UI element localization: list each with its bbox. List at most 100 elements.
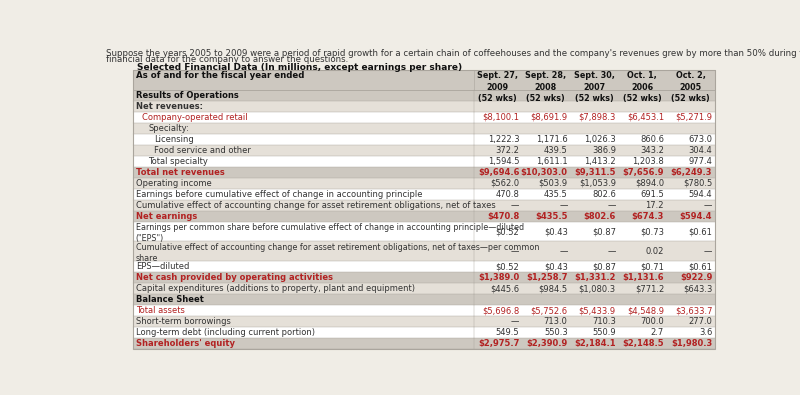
Text: Oct. 2,
2005
(52 wks): Oct. 2, 2005 (52 wks) — [671, 71, 710, 103]
Bar — [133, 189, 714, 200]
Bar — [133, 305, 714, 316]
Text: Balance Sheet: Balance Sheet — [136, 295, 203, 304]
Text: $6,453.1: $6,453.1 — [627, 113, 664, 122]
Text: $2,390.9: $2,390.9 — [526, 339, 568, 348]
Text: $1,258.7: $1,258.7 — [526, 273, 568, 282]
Text: 802.6: 802.6 — [592, 190, 616, 199]
Text: $2,184.1: $2,184.1 — [574, 339, 616, 348]
Bar — [133, 272, 714, 283]
Text: $0.87: $0.87 — [592, 262, 616, 271]
Text: $4,548.9: $4,548.9 — [627, 306, 664, 315]
Text: $435.5: $435.5 — [535, 212, 568, 221]
Text: 1,026.3: 1,026.3 — [584, 135, 616, 144]
Text: Licensing: Licensing — [154, 135, 194, 144]
Text: Cumulative effect of accounting change for asset retirement obligations, net of : Cumulative effect of accounting change f… — [136, 243, 539, 263]
Text: 386.9: 386.9 — [592, 146, 616, 155]
Bar — [133, 156, 714, 167]
Text: $10,303.0: $10,303.0 — [521, 168, 568, 177]
Text: 1,222.3: 1,222.3 — [488, 135, 519, 144]
Text: Food service and other: Food service and other — [154, 146, 251, 155]
Bar — [133, 178, 714, 189]
Text: Earnings per common share before cumulative effect of change in accounting princ: Earnings per common share before cumulat… — [136, 223, 524, 243]
Text: —: — — [559, 247, 568, 256]
Text: Selected Financial Data (In millions, except earnings per share): Selected Financial Data (In millions, ex… — [138, 63, 462, 72]
Text: Sept. 30,
2007
(52 wks): Sept. 30, 2007 (52 wks) — [574, 71, 614, 103]
Text: $5,752.6: $5,752.6 — [530, 306, 568, 315]
Bar — [133, 167, 714, 178]
Text: $0.52: $0.52 — [496, 227, 519, 236]
Text: Cumulative effect of accounting change for asset retirement obligations, net of : Cumulative effect of accounting change f… — [136, 201, 495, 210]
Text: 435.5: 435.5 — [544, 190, 568, 199]
Text: $562.0: $562.0 — [490, 179, 519, 188]
Text: $643.3: $643.3 — [683, 284, 712, 293]
Text: —: — — [607, 201, 616, 210]
Text: $922.9: $922.9 — [680, 273, 712, 282]
Text: $1,131.6: $1,131.6 — [622, 273, 664, 282]
Text: As of and for the fiscal year ended: As of and for the fiscal year ended — [136, 71, 304, 80]
Text: 1,611.1: 1,611.1 — [536, 157, 568, 166]
Text: 550.9: 550.9 — [592, 328, 616, 337]
Text: $1,080.3: $1,080.3 — [578, 284, 616, 293]
Bar — [133, 211, 714, 222]
Text: $1,980.3: $1,980.3 — [671, 339, 712, 348]
Text: 1,203.8: 1,203.8 — [632, 157, 664, 166]
Text: $802.6: $802.6 — [583, 212, 616, 221]
Text: 304.4: 304.4 — [689, 146, 712, 155]
Bar — [133, 90, 714, 101]
Text: Operating income: Operating income — [136, 179, 211, 188]
Text: 372.2: 372.2 — [495, 146, 519, 155]
Bar — [133, 145, 714, 156]
Bar — [133, 261, 714, 272]
Text: $894.0: $894.0 — [635, 179, 664, 188]
Bar — [133, 134, 714, 145]
Text: $8,100.1: $8,100.1 — [482, 113, 519, 122]
Text: $3,633.7: $3,633.7 — [674, 306, 712, 315]
Text: $503.9: $503.9 — [538, 179, 568, 188]
Text: $5,433.9: $5,433.9 — [578, 306, 616, 315]
Text: Company-operated retail: Company-operated retail — [142, 113, 247, 122]
Text: Specialty:: Specialty: — [148, 124, 189, 133]
Text: $1,053.9: $1,053.9 — [579, 179, 616, 188]
Text: Long-term debt (including current portion): Long-term debt (including current portio… — [136, 328, 314, 337]
Text: 1,594.5: 1,594.5 — [488, 157, 519, 166]
Text: $674.3: $674.3 — [632, 212, 664, 221]
Text: $1,389.0: $1,389.0 — [478, 273, 519, 282]
Text: Short-term borrowings: Short-term borrowings — [136, 317, 230, 326]
Text: Net cash provided by operating activities: Net cash provided by operating activitie… — [136, 273, 333, 282]
Text: 549.5: 549.5 — [496, 328, 519, 337]
Text: 3.6: 3.6 — [699, 328, 712, 337]
Text: Suppose the years 2005 to 2009 were a period of rapid growth for a certain chain: Suppose the years 2005 to 2009 were a pe… — [106, 49, 800, 58]
Text: 594.4: 594.4 — [689, 190, 712, 199]
Text: 439.5: 439.5 — [544, 146, 568, 155]
Text: 277.0: 277.0 — [688, 317, 712, 326]
Text: $0.71: $0.71 — [640, 262, 664, 271]
Text: $0.73: $0.73 — [640, 227, 664, 236]
Text: $8,691.9: $8,691.9 — [530, 113, 568, 122]
Bar — [133, 70, 714, 90]
Text: Oct. 1,
2006
(52 wks): Oct. 1, 2006 (52 wks) — [623, 71, 662, 103]
Bar — [133, 112, 714, 123]
Text: 550.3: 550.3 — [544, 328, 568, 337]
Text: —: — — [559, 201, 568, 210]
Bar — [133, 123, 714, 134]
Text: 691.5: 691.5 — [640, 190, 664, 199]
Text: $6,249.3: $6,249.3 — [670, 168, 712, 177]
Text: 860.6: 860.6 — [640, 135, 664, 144]
Text: 0.02: 0.02 — [646, 247, 664, 256]
Text: $7,898.3: $7,898.3 — [578, 113, 616, 122]
Bar — [133, 327, 714, 338]
Bar — [133, 101, 714, 112]
Text: $594.4: $594.4 — [680, 212, 712, 221]
Text: 713.0: 713.0 — [544, 317, 568, 326]
Text: —: — — [511, 247, 519, 256]
Text: $1,331.2: $1,331.2 — [574, 273, 616, 282]
Text: EPS—diluted: EPS—diluted — [136, 262, 189, 271]
Text: $0.52: $0.52 — [496, 262, 519, 271]
Text: $9,311.5: $9,311.5 — [574, 168, 616, 177]
Text: $771.2: $771.2 — [634, 284, 664, 293]
Text: financial data for the company to answer the questions.: financial data for the company to answer… — [106, 55, 349, 64]
Bar — [133, 241, 714, 261]
Bar — [133, 338, 714, 349]
Text: —: — — [511, 317, 519, 326]
Text: $470.8: $470.8 — [487, 212, 519, 221]
